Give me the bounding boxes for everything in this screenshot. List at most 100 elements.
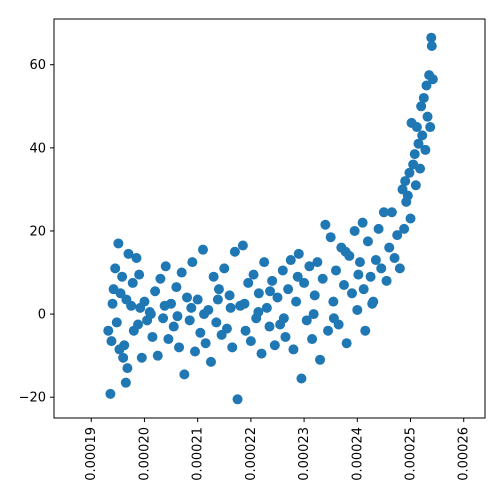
scatter-point bbox=[135, 302, 146, 313]
scatter-point bbox=[415, 163, 426, 174]
scatter-point bbox=[413, 138, 424, 149]
scatter-point bbox=[179, 369, 190, 380]
scatter-point bbox=[190, 346, 201, 357]
plot-frame bbox=[53, 18, 486, 419]
scatter-point bbox=[421, 80, 432, 91]
scatter-point bbox=[272, 292, 283, 303]
scatter-point bbox=[417, 130, 428, 141]
scatter-point bbox=[111, 317, 122, 328]
scatter-point bbox=[131, 252, 142, 263]
scatter-point bbox=[409, 149, 420, 160]
scatter-point bbox=[208, 271, 219, 282]
scatter-point bbox=[122, 363, 133, 374]
scatter-point bbox=[307, 334, 318, 345]
y-tick-label: 60 bbox=[29, 58, 46, 73]
scatter-point bbox=[386, 207, 397, 218]
scatter-point bbox=[370, 255, 381, 266]
scatter-point bbox=[376, 263, 387, 274]
scatter-point bbox=[253, 307, 264, 318]
scatter-point bbox=[331, 265, 342, 276]
scatter-point bbox=[168, 321, 179, 332]
scatter-point bbox=[248, 269, 259, 280]
scatter-point bbox=[328, 313, 339, 324]
scatter-point bbox=[200, 338, 211, 349]
scatter-point bbox=[172, 311, 183, 322]
scatter-point bbox=[108, 284, 119, 295]
scatter-point bbox=[384, 242, 395, 253]
scatter-point bbox=[264, 321, 275, 332]
scatter-point bbox=[243, 277, 254, 288]
scatter-point bbox=[145, 309, 156, 320]
scatter-point bbox=[309, 290, 320, 301]
scatter-point bbox=[416, 101, 427, 112]
scatter-point bbox=[277, 265, 288, 276]
scatter-point bbox=[427, 74, 438, 85]
x-tick-label: 0.00026 bbox=[457, 427, 472, 481]
scatter-point bbox=[292, 271, 303, 282]
scatter-point bbox=[105, 388, 116, 399]
x-axis: 0.00019 0.00020 0.00021 0.00022 0.00023 0.000… bbox=[84, 418, 472, 481]
scatter-point bbox=[381, 275, 392, 286]
scatter-point bbox=[232, 394, 243, 405]
scatter-point bbox=[405, 213, 416, 224]
x-tick-label: 0.00021 bbox=[191, 427, 206, 481]
scatter-point bbox=[308, 309, 319, 320]
scatter-point bbox=[114, 344, 125, 355]
scatter-point bbox=[197, 244, 208, 255]
scatter-point bbox=[212, 294, 223, 305]
scatter-point bbox=[133, 319, 144, 330]
scatter-point bbox=[280, 331, 291, 342]
scatter-point bbox=[199, 309, 210, 320]
scatter-point bbox=[378, 207, 389, 218]
scatter-point bbox=[353, 269, 364, 280]
scatter-point bbox=[317, 273, 328, 284]
scatter-point bbox=[123, 248, 134, 259]
scatter-point bbox=[422, 111, 433, 122]
scatter-point bbox=[211, 317, 222, 328]
scatter-point bbox=[312, 257, 323, 268]
scatter-point bbox=[113, 238, 124, 249]
scatter-point bbox=[362, 236, 373, 247]
scatter-point bbox=[118, 352, 129, 363]
scatter-point bbox=[283, 284, 294, 295]
scatter-point bbox=[229, 246, 240, 257]
scatter-point bbox=[392, 230, 403, 241]
scatter-point bbox=[338, 280, 349, 290]
scatter-point bbox=[219, 263, 230, 274]
scatter-point bbox=[402, 190, 413, 201]
scatter-point bbox=[278, 313, 289, 324]
scatter-point bbox=[373, 223, 384, 234]
y-tick-label: 40 bbox=[29, 141, 46, 156]
scatter-point bbox=[224, 290, 235, 301]
scatter-point bbox=[346, 288, 357, 299]
scatter-point bbox=[293, 248, 304, 259]
x-tick-label: 0.00025 bbox=[404, 427, 419, 481]
x-tick-label: 0.00023 bbox=[297, 427, 312, 481]
scatter-point bbox=[394, 263, 405, 274]
scatter-point bbox=[358, 284, 369, 295]
scatter-point bbox=[256, 348, 267, 359]
points-layer bbox=[103, 32, 438, 405]
scatter-point bbox=[182, 292, 193, 303]
scatter-point bbox=[404, 167, 415, 178]
y-axis: −20 0 20 40 60 bbox=[19, 58, 54, 406]
scatter-point bbox=[213, 284, 224, 295]
y-tick-label: 0 bbox=[38, 308, 46, 323]
scatter-point bbox=[186, 302, 197, 313]
scatter-point bbox=[265, 286, 276, 297]
scatter-point bbox=[121, 294, 132, 305]
scatter-point bbox=[147, 331, 158, 342]
scatter-point bbox=[261, 302, 272, 313]
scatter-point bbox=[259, 257, 270, 268]
scatter-point bbox=[288, 344, 299, 355]
scatter-point bbox=[299, 277, 310, 288]
scatter-point bbox=[110, 263, 121, 274]
scatter-point bbox=[410, 180, 421, 191]
scatter-point bbox=[187, 257, 198, 268]
scatter-point bbox=[357, 217, 368, 228]
scatter-point bbox=[315, 354, 326, 365]
scatter-point bbox=[267, 275, 278, 286]
scatter-point bbox=[171, 282, 182, 293]
y-tick-label: 20 bbox=[29, 224, 46, 239]
